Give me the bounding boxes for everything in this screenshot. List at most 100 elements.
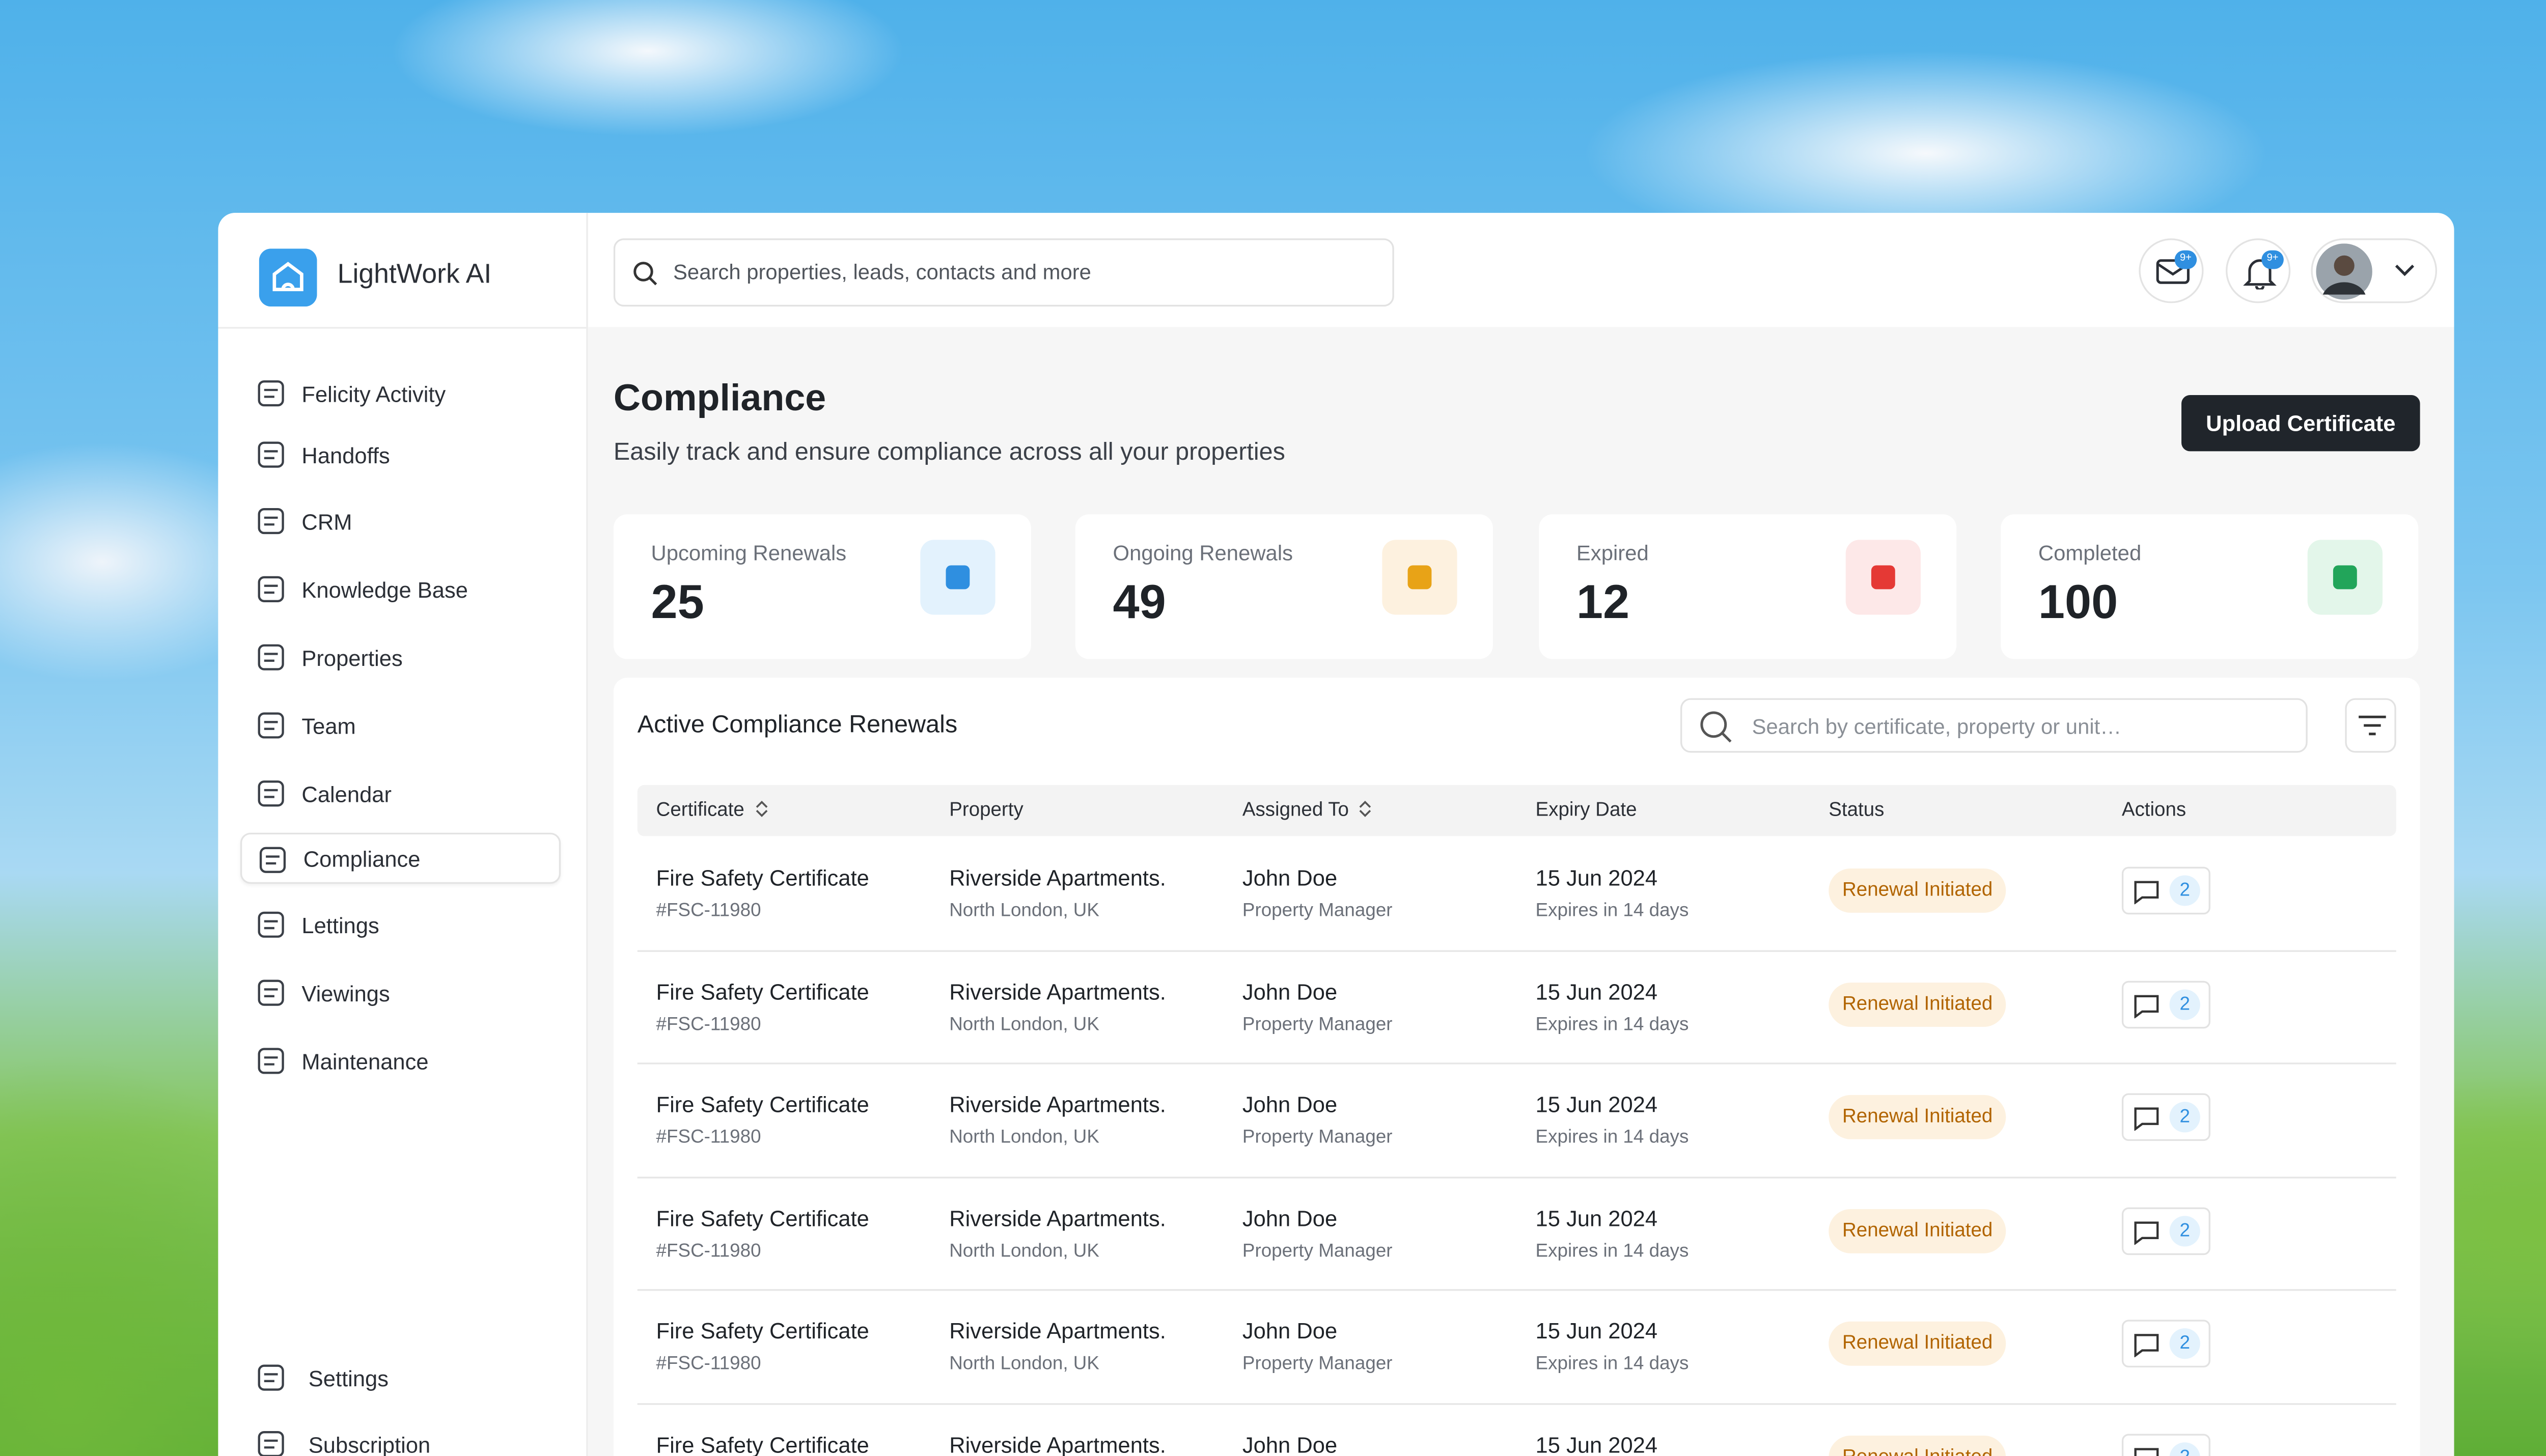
- status-pill: Renewal Initiated: [1829, 868, 2007, 913]
- stat-label: Upcoming Renewals: [651, 541, 847, 566]
- notifications-button[interactable]: 9+: [2226, 238, 2291, 303]
- assignee-role: Property Manager: [1242, 1354, 1393, 1375]
- certificate-id: #FSC-11980: [656, 901, 761, 921]
- nav-label: Compliance: [303, 845, 421, 871]
- certificate-name: Fire Safety Certificate: [656, 978, 869, 1004]
- brand-logo: [259, 248, 317, 307]
- comments-button[interactable]: 2: [2121, 1207, 2210, 1255]
- nav-item[interactable]: Properties: [240, 632, 561, 683]
- nav-item[interactable]: CRM: [240, 495, 561, 546]
- filter-button[interactable]: [2345, 698, 2396, 753]
- upload-button[interactable]: Upload Certificate: [2181, 395, 2420, 452]
- stat-value: 12: [1576, 575, 1630, 629]
- stat-card: Upcoming Renewals 25: [613, 514, 1031, 659]
- comments-button[interactable]: 2: [2121, 980, 2210, 1028]
- column-header: Expiry Date: [1535, 800, 1637, 821]
- column-header: Property: [949, 800, 1023, 821]
- property-location: North London, UK: [949, 1354, 1099, 1375]
- nav-item[interactable]: Lettings: [240, 899, 561, 950]
- expires-in: Expires in 14 days: [1535, 1241, 1689, 1262]
- stat-card: Ongoing Renewals 49: [1075, 514, 1493, 659]
- nav-label: Team: [301, 712, 356, 739]
- stat-card: Expired 12: [1539, 514, 1957, 659]
- nav-label: Felicity Activity: [301, 380, 446, 406]
- stat-label: Completed: [2038, 541, 2142, 566]
- app-window: LightWork AI Felicity Activity Handoffs CR…: [218, 213, 2454, 1456]
- nav-label: Maintenance: [301, 1048, 429, 1074]
- assignee-name: John Doe: [1242, 865, 1338, 891]
- assignee-name: John Doe: [1242, 1205, 1338, 1231]
- comment-count: 2: [2169, 989, 2200, 1020]
- stat-value: 25: [651, 575, 704, 629]
- certificate-name: Fire Safety Certificate: [656, 1091, 869, 1117]
- assignee-role: Property Manager: [1242, 1241, 1393, 1262]
- expiry-date: 15 Jun 2024: [1535, 1091, 1658, 1117]
- stat-value: 49: [1113, 575, 1166, 629]
- comments-button[interactable]: 2: [2121, 1094, 2210, 1141]
- comment-count: 2: [2169, 1102, 2200, 1133]
- nav-label: Properties: [301, 645, 403, 670]
- row-divider: [637, 1062, 2396, 1065]
- stat-icon: [920, 540, 995, 615]
- main-content: Compliance Easily track and ensure compl…: [588, 327, 2454, 1456]
- global-search[interactable]: Search properties, leads, contacts and m…: [613, 238, 1394, 307]
- certificate-name: Fire Safety Certificate: [656, 1319, 869, 1345]
- stat-label: Ongoing Renewals: [1113, 541, 1293, 566]
- property-name: Riverside Apartments.: [949, 1432, 1166, 1456]
- nav-item[interactable]: Felicity Activity: [240, 368, 561, 419]
- row-divider: [637, 1290, 2396, 1292]
- nav-item[interactable]: Calendar: [240, 768, 561, 819]
- assignee-role: Property Manager: [1242, 901, 1393, 921]
- nav-item[interactable]: Team: [240, 700, 561, 751]
- comments-button[interactable]: 2: [2121, 1320, 2210, 1368]
- property-location: North London, UK: [949, 1241, 1099, 1262]
- expires-in: Expires in 14 days: [1535, 1354, 1689, 1375]
- nav-item[interactable]: Viewings: [240, 967, 561, 1018]
- assignee-name: John Doe: [1242, 1432, 1338, 1456]
- assignee-role: Property Manager: [1242, 1014, 1393, 1035]
- mail-button[interactable]: 9+: [2139, 238, 2204, 303]
- expiry-date: 15 Jun 2024: [1535, 1432, 1658, 1456]
- table-title: Active Compliance Renewals: [637, 712, 958, 739]
- renewals-table: Active Compliance Renewals Search by cer…: [613, 678, 2420, 1456]
- nav-item[interactable]: Subscription: [240, 1418, 561, 1456]
- status-pill: Renewal Initiated: [1829, 982, 2007, 1026]
- property-name: Riverside Apartments.: [949, 865, 1166, 891]
- stat-value: 100: [2038, 575, 2118, 629]
- column-header: Status: [1829, 800, 1885, 821]
- expires-in: Expires in 14 days: [1535, 1128, 1689, 1149]
- property-name: Riverside Apartments.: [949, 1319, 1166, 1345]
- property-name: Riverside Apartments.: [949, 1091, 1166, 1117]
- status-pill: Renewal Initiated: [1829, 1095, 2007, 1140]
- brand-name: LightWork AI: [337, 260, 492, 290]
- nav-item[interactable]: Knowledge Base: [240, 564, 561, 614]
- nav-label: Settings: [308, 1365, 389, 1391]
- nav-label: CRM: [301, 508, 352, 534]
- sidebar: LightWork AI Felicity Activity Handoffs CR…: [218, 213, 588, 1456]
- stat-icon: [2307, 540, 2383, 615]
- status-pill: Renewal Initiated: [1829, 1322, 2007, 1366]
- expiry-date: 15 Jun 2024: [1535, 865, 1658, 891]
- status-pill: Renewal Initiated: [1829, 1209, 2007, 1253]
- status-pill: Renewal Initiated: [1829, 1435, 2007, 1456]
- certificate-id: #FSC-11980: [656, 1354, 761, 1375]
- stat-icon: [1382, 540, 1457, 615]
- assignee-name: John Doe: [1242, 1091, 1338, 1117]
- comments-button[interactable]: 2: [2121, 1434, 2210, 1456]
- bell-badge: 9+: [2261, 250, 2284, 269]
- nav-item[interactable]: Compliance: [240, 832, 561, 884]
- property-location: North London, UK: [949, 1128, 1099, 1149]
- page-subtitle: Easily track and ensure compliance acros…: [613, 439, 1285, 467]
- table-search[interactable]: Search by certificate, property or unit…: [1680, 698, 2308, 753]
- nav-item[interactable]: Handoffs: [240, 429, 561, 480]
- comment-count: 2: [2169, 875, 2200, 906]
- nav-item[interactable]: Maintenance: [240, 1035, 561, 1086]
- expiry-date: 15 Jun 2024: [1535, 978, 1658, 1004]
- nav-item[interactable]: Settings: [240, 1352, 561, 1403]
- profile-menu[interactable]: [2311, 238, 2438, 303]
- certificate-name: Fire Safety Certificate: [656, 1432, 869, 1456]
- comments-button[interactable]: 2: [2121, 866, 2210, 915]
- expires-in: Expires in 14 days: [1535, 1014, 1689, 1035]
